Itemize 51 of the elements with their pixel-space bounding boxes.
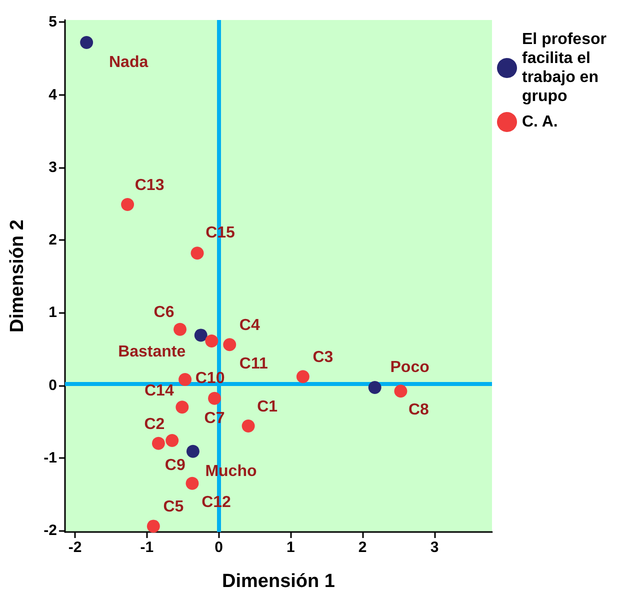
point <box>80 36 94 50</box>
data-label: C9 <box>164 456 186 474</box>
point <box>146 520 160 533</box>
point <box>152 436 165 450</box>
legend-label: C. A. <box>522 114 558 130</box>
x-tick-label: -1 <box>140 539 154 556</box>
x-tick-label: 0 <box>214 539 224 556</box>
point <box>208 392 222 405</box>
point <box>194 328 208 342</box>
x-tick-label: 3 <box>430 539 439 556</box>
data-label: Bastante <box>118 344 186 361</box>
legend-label: El profesor facilita el trabajo en grupo <box>522 31 606 105</box>
y-tick-label: 2 <box>48 232 57 249</box>
data-label: C5 <box>163 498 184 516</box>
y-tick-label: 1 <box>48 304 57 322</box>
point <box>296 370 310 384</box>
data-label: C2 <box>144 416 165 433</box>
data-label: Nada <box>109 54 148 72</box>
data-label: Poco <box>390 358 430 376</box>
y-tick-label: 4 <box>48 86 58 104</box>
point <box>242 419 255 432</box>
data-label: C8 <box>408 402 430 419</box>
point <box>121 198 134 211</box>
x-tick-label: 1 <box>286 539 295 556</box>
point <box>394 384 408 398</box>
point <box>223 338 236 352</box>
data-label: C3 <box>312 349 334 366</box>
y-tick-label: -2 <box>44 522 57 540</box>
y-tick-label: 0 <box>48 376 57 394</box>
point <box>190 246 204 260</box>
y-tick-label: -1 <box>44 449 57 466</box>
data-label: C6 <box>154 304 174 321</box>
data-label: C14 <box>144 382 174 400</box>
point <box>174 322 187 336</box>
x-tick-label: 2 <box>358 539 367 556</box>
data-label: C1 <box>257 398 278 416</box>
x-tick-label: -2 <box>68 539 82 556</box>
y-axis-title: Dimensión 2 <box>7 220 28 332</box>
data-label: C13 <box>134 176 164 194</box>
y-tick-label: 5 <box>48 14 57 31</box>
data-label: C4 <box>239 317 260 334</box>
point <box>176 400 189 414</box>
data-label: C11 <box>239 356 268 372</box>
y-tick-label: 3 <box>48 158 57 176</box>
point <box>186 476 199 490</box>
point <box>368 380 382 394</box>
point <box>205 334 218 348</box>
point <box>178 372 192 386</box>
point <box>186 444 200 458</box>
x-axis-title: Dimensión 1 <box>222 571 336 592</box>
point <box>166 434 179 447</box>
